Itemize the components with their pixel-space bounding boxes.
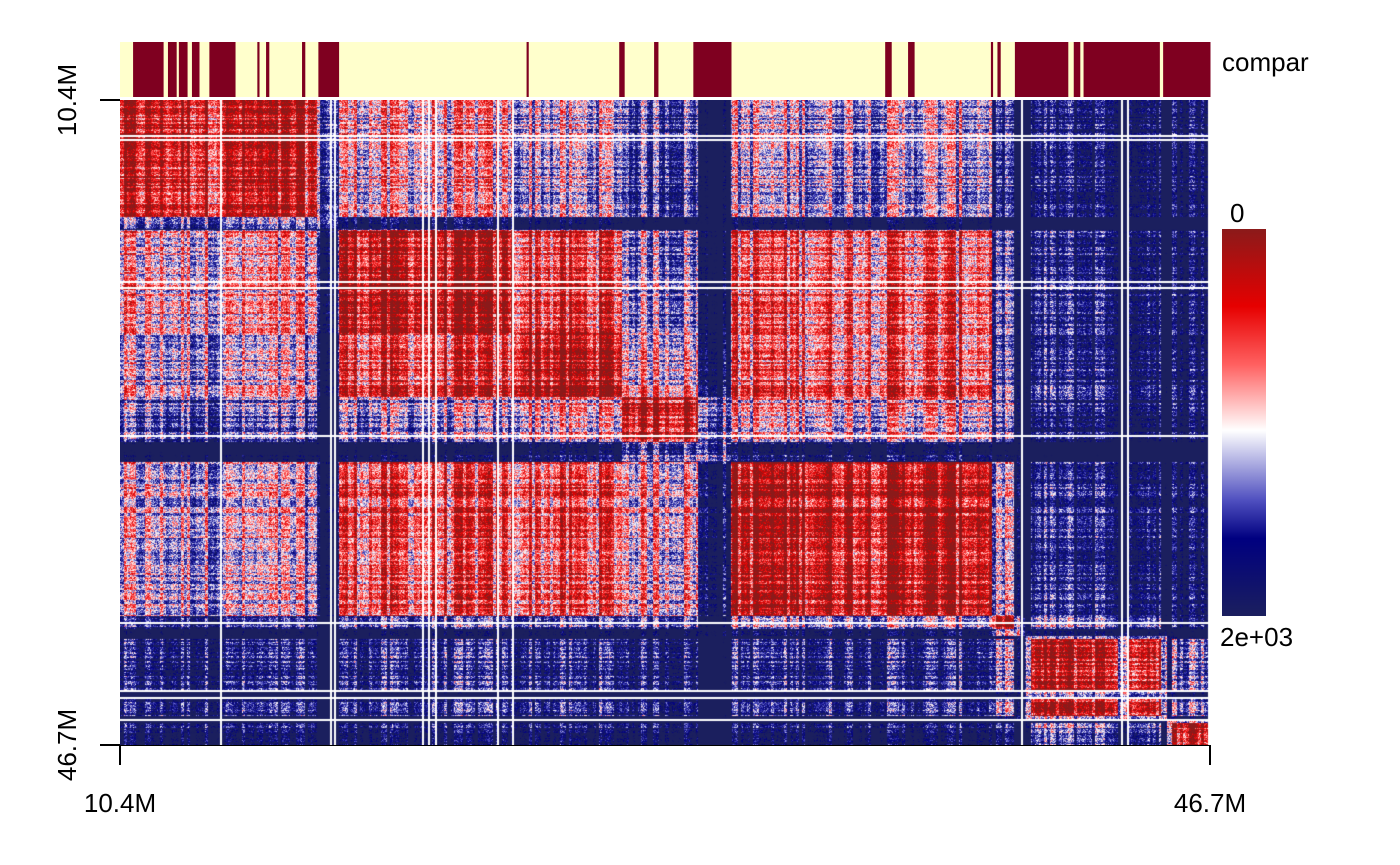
track-label: compar — [1222, 47, 1309, 77]
track-block-16 — [302, 42, 306, 97]
track-block-18 — [318, 42, 340, 97]
track-block-38 — [1073, 42, 1081, 97]
track-block-29 — [891, 42, 909, 97]
track-block-19 — [339, 42, 528, 97]
track-block-41 — [1159, 42, 1164, 97]
track-block-4 — [176, 42, 180, 97]
track-block-20 — [526, 42, 530, 97]
track-block-36 — [1014, 42, 1069, 97]
track-block-0 — [120, 42, 134, 97]
track-block-1 — [133, 42, 165, 97]
track-block-3 — [167, 42, 178, 97]
y-tick-label-bottom: 46.7M — [52, 709, 82, 781]
y-tick-label-top: 10.4M — [52, 64, 82, 136]
contact-matrix-heatmap — [120, 100, 1210, 745]
y-axis: 10.4M 46.7M — [52, 64, 120, 781]
track-block-10 — [209, 42, 237, 97]
track-block-14 — [266, 42, 270, 97]
track-block-9 — [199, 42, 210, 97]
track-block-21 — [528, 42, 620, 97]
track-block-32 — [990, 42, 994, 97]
track-block-25 — [658, 42, 694, 97]
x-axis: 10.4M 46.7M — [84, 744, 1246, 818]
track-block-28 — [885, 42, 893, 97]
x-tick-label-left: 10.4M — [84, 788, 156, 818]
track-block-2 — [163, 42, 169, 97]
track-block-22 — [619, 42, 626, 97]
x-tick-label-right: 46.7M — [1174, 788, 1246, 818]
track-block-31 — [914, 42, 992, 97]
track-block-12 — [257, 42, 261, 97]
track-block-7 — [191, 42, 201, 97]
track-block-17 — [305, 42, 319, 97]
track-block-23 — [624, 42, 655, 97]
track-block-40 — [1083, 42, 1161, 97]
track-block-27 — [731, 42, 886, 97]
color-scale-top-label: 0 — [1230, 198, 1244, 228]
compartment-track — [120, 42, 1211, 97]
track-block-15 — [269, 42, 303, 97]
track-block-24 — [654, 42, 659, 97]
track-block-6 — [187, 42, 193, 97]
color-scale-bar — [1222, 229, 1266, 616]
track-block-5 — [178, 42, 189, 97]
track-block-13 — [259, 42, 267, 97]
track-block-37 — [1068, 42, 1075, 97]
track-block-30 — [908, 42, 916, 97]
track-block-11 — [235, 42, 258, 97]
color-scale-bottom-label: 2e+03 — [1220, 622, 1293, 652]
track-block-35 — [1000, 42, 1016, 97]
track-block-33 — [993, 42, 998, 97]
track-block-34 — [997, 42, 1002, 97]
track-block-39 — [1080, 42, 1085, 97]
track-block-26 — [693, 42, 732, 97]
track-block-42 — [1163, 42, 1211, 97]
